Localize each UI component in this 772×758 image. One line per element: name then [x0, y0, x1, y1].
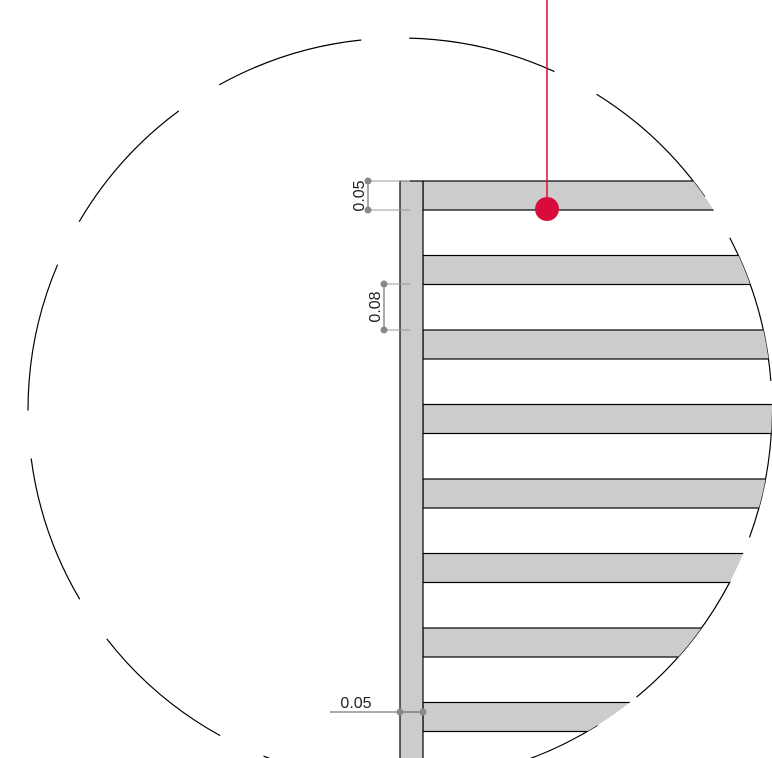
detail-circle	[27, 37, 772, 758]
slat	[422, 478, 772, 509]
dimension-dot	[419, 708, 427, 716]
dimension-label-post-width: 0.05	[340, 695, 371, 712]
slat	[422, 329, 772, 360]
dimension-post-width: 0.05	[330, 695, 427, 716]
dimension-dot	[396, 708, 404, 716]
dimension-dot	[380, 280, 388, 288]
dimension-dot	[364, 206, 372, 214]
callout-dot	[535, 197, 559, 221]
dimension-gap: 0.08	[367, 280, 410, 334]
callout-pointer	[535, 0, 559, 221]
dimension-dot	[364, 177, 372, 185]
slat	[422, 552, 772, 584]
slat	[422, 180, 772, 211]
dimension-top-thickness: 0.05	[351, 177, 410, 214]
dimension-label-gap: 0.08	[367, 291, 384, 322]
dimension-label-top-thickness: 0.05	[351, 180, 368, 211]
slat	[422, 627, 772, 658]
slats-group	[422, 180, 772, 733]
slat	[422, 701, 772, 733]
dimension-dot	[380, 326, 388, 334]
slat	[422, 254, 772, 286]
vertical-post	[399, 180, 424, 758]
slat	[422, 403, 772, 435]
